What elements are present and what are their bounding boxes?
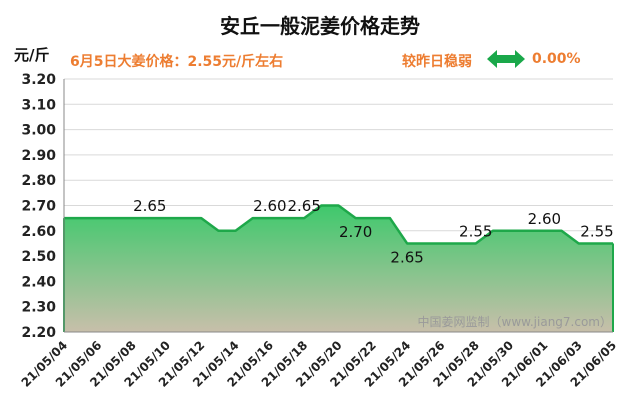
double-arrow-icon — [487, 50, 525, 68]
change-value: 0.00% — [532, 51, 581, 67]
data-label: 2.60 — [528, 210, 561, 228]
data-label: 2.55 — [580, 222, 613, 240]
price-note: 6月5日大姜价格：2.55元/斤左右 — [70, 54, 284, 70]
trend-label: 较昨日稳弱 — [402, 54, 472, 70]
y-tick-label: 3.00 — [21, 123, 56, 139]
y-tick-label: 2.30 — [21, 300, 56, 316]
series-line — [64, 204, 613, 245]
data-label: 2.65 — [390, 248, 423, 266]
y-tick-label: 2.40 — [21, 274, 56, 290]
data-label: 2.55 — [459, 222, 492, 240]
data-label: 2.60 — [253, 197, 286, 215]
area-fill — [64, 205, 613, 332]
y-tick-label: 2.90 — [21, 148, 56, 164]
watermark: 中国姜网监制（www.jiang7.com） — [418, 314, 612, 329]
y-tick-label: 2.80 — [21, 173, 56, 189]
data-label: 2.65 — [287, 197, 320, 215]
y-tick-label: 2.50 — [21, 249, 56, 265]
y-tick-label: 3.10 — [21, 97, 56, 113]
y-tick-label: 3.20 — [21, 72, 56, 88]
chart-title: 安丘一般泥姜价格走势 — [220, 14, 420, 38]
y-axis-unit-label: 元/斤 — [14, 46, 50, 64]
data-label: 2.65 — [133, 197, 166, 215]
data-label: 2.70 — [339, 223, 372, 241]
y-tick-label: 2.60 — [21, 224, 56, 240]
y-tick-label: 2.20 — [21, 325, 56, 341]
y-tick-label: 2.70 — [21, 199, 56, 215]
